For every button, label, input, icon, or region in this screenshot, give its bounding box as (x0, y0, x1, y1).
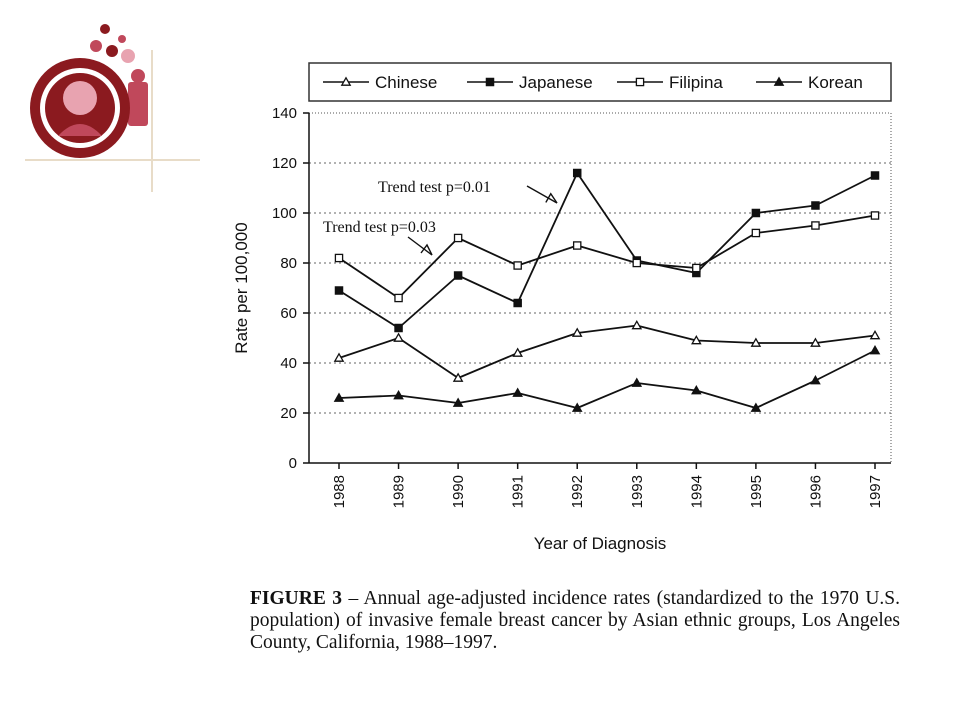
data-point-korean (333, 392, 345, 402)
data-point-japanese (751, 208, 761, 218)
legend: Chinese Japanese Filipina Korean (308, 62, 892, 102)
data-point-japanese (513, 298, 522, 308)
data-point-korean (810, 374, 821, 385)
x-tick-label: 1991 (510, 475, 527, 508)
legend-marker-japanese (485, 77, 495, 87)
legend-label-chinese: Chinese (375, 73, 437, 92)
x-tick-label: 1994 (688, 475, 705, 508)
data-point-japanese (811, 201, 820, 210)
series-line-japanese (338, 172, 876, 329)
x-tick-label: 1988 (331, 475, 348, 508)
series-line-filipina (338, 214, 876, 299)
legend-label-filipina: Filipina (669, 73, 723, 92)
data-point-korean (750, 402, 762, 412)
data-point-filipina (334, 253, 344, 263)
x-tick-label: 1992 (569, 475, 586, 508)
data-point-chinese (631, 319, 643, 330)
data-point-japanese (572, 168, 582, 178)
legend-marker-korean (773, 76, 785, 86)
data-point-filipina (811, 221, 820, 230)
data-point-filipina (751, 228, 761, 238)
data-point-chinese (512, 347, 523, 357)
x-axis-title: Year of Diagnosis (534, 534, 667, 553)
y-tick-label: 20 (280, 405, 297, 422)
people-group-icon (25, 24, 200, 192)
data-point-japanese (334, 286, 344, 295)
annotation-arrowhead (545, 192, 558, 204)
annotation-arrow-line (407, 236, 433, 256)
data-point-japanese (870, 171, 880, 180)
x-tick-label: 1990 (450, 475, 467, 508)
annotation-arrow-line (526, 185, 558, 204)
legend-marker-chinese (340, 76, 352, 86)
x-tick-label: 1993 (629, 475, 646, 508)
data-point-korean (571, 402, 583, 412)
series-line-korean (338, 349, 876, 409)
data-point-korean (869, 344, 881, 355)
y-tick-label: 140 (272, 105, 297, 122)
x-tick-label: 1989 (391, 475, 408, 508)
caption-text: – Annual age-adjusted incidence rates (s… (250, 588, 901, 653)
data-point-chinese (869, 329, 881, 340)
data-point-chinese (750, 337, 762, 347)
figure-label: FIGURE 3 (250, 588, 343, 609)
figure-caption: FIGURE 3 – Annual age-adjusted incidence… (250, 588, 900, 654)
legend-label-japanese: Japanese (519, 73, 593, 92)
y-tick-label: 0 (289, 455, 297, 472)
data-point-korean (393, 389, 404, 400)
y-tick-label: 100 (272, 205, 297, 222)
annotation-arrowhead (420, 243, 433, 256)
data-point-japanese (453, 271, 463, 280)
y-axis-title: Rate per 100,000 (232, 222, 251, 353)
plot-area (308, 112, 892, 464)
chart: Chinese Japanese Filipina Korean 0 20 40 60 80 1… (232, 62, 892, 553)
data-point-chinese (810, 337, 821, 347)
x-tick-label: 1995 (748, 475, 765, 508)
data-point-korean (691, 384, 702, 395)
series-line-chinese (338, 324, 876, 379)
y-tick-label: 120 (272, 155, 297, 172)
trend-annotation-label: Trend test p=0.03 (323, 219, 436, 236)
y-tick-label: 40 (280, 355, 297, 372)
data-point-filipina (870, 211, 880, 220)
x-tick-label: 1997 (867, 475, 884, 508)
data-point-korean (631, 377, 643, 387)
x-tick-label: 1996 (807, 475, 824, 508)
data-point-chinese (691, 334, 702, 345)
data-point-filipina (692, 263, 701, 273)
data-point-filipina (513, 261, 522, 270)
logo (25, 24, 200, 192)
data-point-chinese (393, 332, 404, 342)
data-point-korean (452, 397, 464, 407)
data-point-chinese (333, 352, 345, 362)
data-point-filipina (572, 241, 582, 250)
data-point-korean (512, 387, 523, 397)
data-point-japanese (394, 323, 403, 333)
data-point-filipina (453, 233, 463, 243)
legend-label-korean: Korean (808, 73, 863, 92)
trend-annotation-label: Trend test p=0.01 (378, 179, 491, 196)
data-point-filipina (394, 293, 403, 303)
y-tick-label: 80 (280, 255, 297, 272)
data-point-filipina (632, 258, 642, 268)
data-point-chinese (571, 327, 583, 337)
legend-marker-filipina (635, 77, 645, 87)
data-point-chinese (452, 372, 464, 382)
y-tick-label: 60 (280, 305, 297, 322)
